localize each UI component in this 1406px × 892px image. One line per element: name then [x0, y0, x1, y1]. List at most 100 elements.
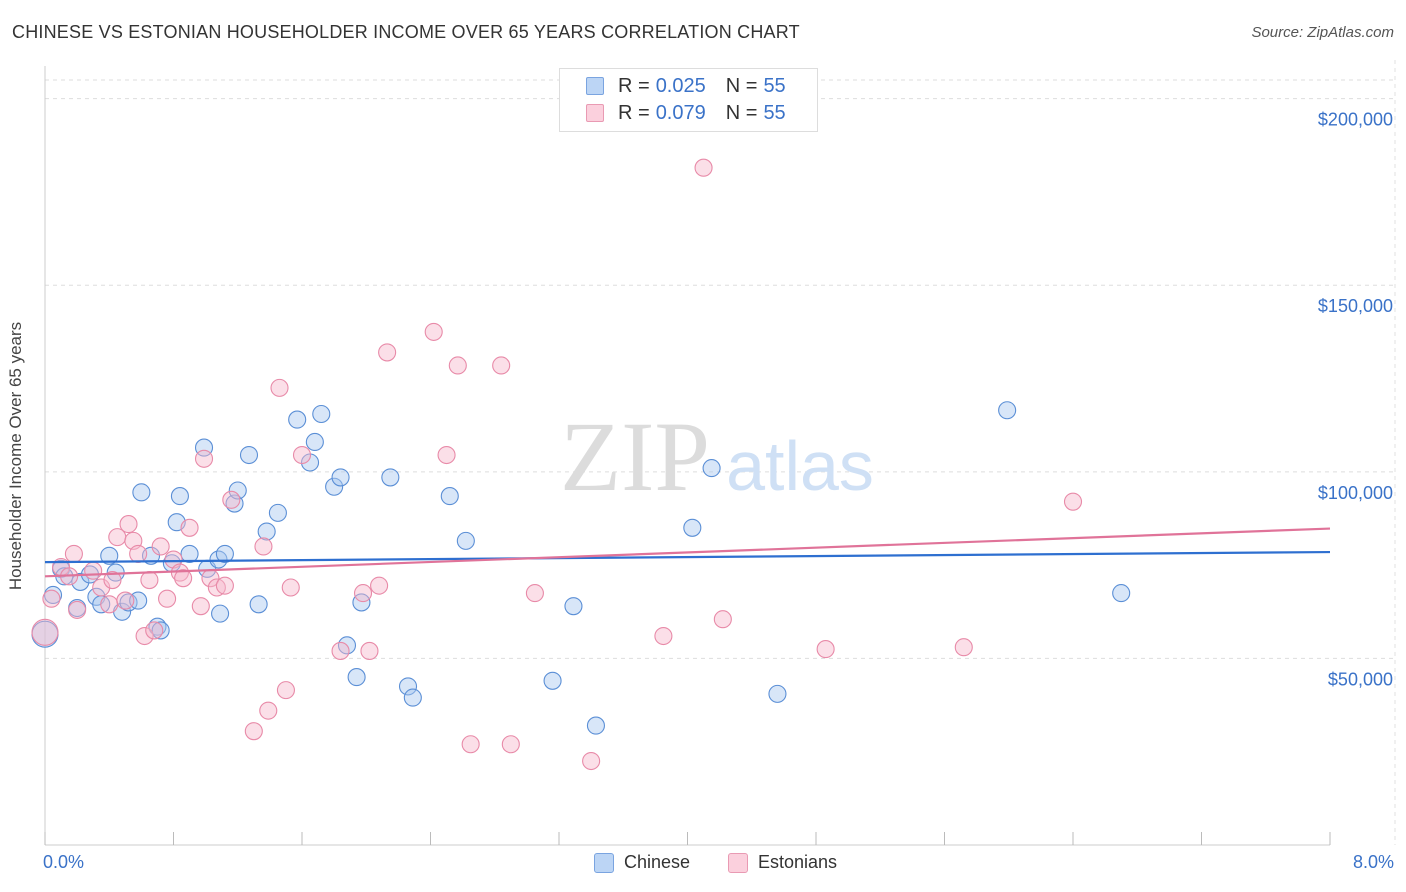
chinese-point [998, 401, 1017, 420]
legend-n-value: 55 [763, 74, 786, 97]
estonians-point [461, 735, 480, 754]
estonians-point [654, 626, 673, 646]
estonians-point [353, 584, 373, 603]
estonians-point [151, 537, 170, 556]
chinese-point [1112, 584, 1131, 603]
legend-row-chinese: R = 0.025 N = 55 [586, 74, 786, 98]
data-points [31, 158, 1131, 771]
chinese-point [268, 503, 287, 522]
y-tick-label: $50,000 [1328, 669, 1393, 689]
estonians-point [525, 584, 544, 603]
estonians-point [191, 597, 210, 616]
estonians-point [694, 158, 713, 177]
chinese-point [239, 445, 259, 465]
chinese-point [180, 544, 199, 563]
estonians-point [424, 322, 443, 341]
chinese-point [440, 487, 459, 506]
estonians-point [84, 561, 103, 580]
estonians-point [954, 638, 973, 657]
estonians-point [292, 445, 312, 465]
chinese-point [398, 677, 418, 696]
estonians-point [116, 591, 135, 610]
chinese-point [151, 621, 170, 640]
estonians-point [713, 610, 732, 629]
legend-n-label: N = [725, 74, 758, 97]
estonians-point [816, 640, 835, 659]
chinese-trend-line [44, 550, 1331, 564]
legend-label-estonians: Estonians [758, 852, 838, 872]
chinese-point [331, 468, 350, 487]
legend-r-label: R = [618, 101, 650, 124]
chinese-point [257, 522, 276, 541]
chinese-point [71, 572, 90, 591]
legend-r-value: 0.079 [655, 101, 706, 124]
legend-r-value: 0.025 [655, 74, 706, 97]
chinese-point [768, 684, 787, 703]
chinese-point [543, 671, 562, 690]
estonians-point [92, 578, 111, 597]
estonians-point [501, 735, 520, 754]
estonians-point [174, 569, 193, 588]
legend-swatch-estonians [728, 852, 748, 873]
x-axis-min-label: 0.0% [43, 852, 85, 872]
chinese-point [702, 459, 721, 478]
chinese-point [683, 518, 702, 537]
estonians-point [129, 544, 148, 563]
estonians-point [254, 537, 273, 556]
estonians-point [164, 550, 183, 569]
chinese-point [352, 593, 371, 612]
y-tick-label: $200,000 [1318, 110, 1393, 130]
axes [44, 66, 1331, 846]
chinese-point [249, 595, 268, 614]
chinese-point [312, 404, 331, 424]
x-axis-max-label: 8.0% [1352, 852, 1394, 872]
y-tick-labels: $50,000 $100,000 $150,000 $200,000 [1318, 110, 1393, 690]
legend-swatch-estonians [586, 104, 604, 122]
estonians-point [360, 641, 379, 661]
estonians-point [270, 378, 289, 397]
chinese-point [325, 477, 344, 496]
estonians-point [158, 589, 177, 608]
estonians-point [42, 589, 61, 608]
estonians-point [64, 544, 83, 563]
legend-item-chinese[interactable]: Chinese [594, 852, 690, 873]
estonians-point [370, 576, 389, 595]
estonians-point [145, 621, 164, 640]
estonians-point [582, 751, 601, 771]
legend-label-chinese: Chinese [624, 852, 691, 872]
chinese-point [170, 487, 189, 506]
legend-r-label: R = [618, 74, 650, 97]
estonians-point [259, 701, 278, 720]
chinese-point [456, 531, 475, 550]
estonians-point [215, 576, 234, 595]
estonians-point [222, 490, 241, 509]
chinese-point [381, 468, 400, 487]
legend-item-estonians[interactable]: Estonians [728, 852, 837, 873]
y-axis-label: Householder Income Over 65 years [6, 321, 25, 591]
legend-stats: R = 0.025 N = 55 R = 0.079 N = 55 [559, 68, 818, 132]
estonians-trend-line [44, 527, 1331, 578]
chinese-point [132, 483, 151, 502]
watermark: ZIP atlas [560, 401, 874, 512]
estonians-point [281, 578, 300, 597]
estonians-point [103, 570, 122, 590]
estonians-point [1063, 492, 1083, 511]
trend-lines [44, 527, 1331, 578]
chart-title: CHINESE VS ESTONIAN HOUSEHOLDER INCOME O… [12, 22, 800, 42]
estonians-point [437, 445, 456, 465]
estonians-point [180, 518, 199, 537]
source-label: Source: ZipAtlas.com [1251, 24, 1394, 41]
estonians-point [119, 515, 138, 534]
chinese-point [347, 668, 366, 687]
y-tick-label: $150,000 [1318, 296, 1393, 316]
chinese-point [215, 544, 234, 563]
chinese-point [100, 546, 119, 565]
chinese-point [403, 688, 422, 707]
legend-row-estonians: R = 0.079 N = 55 [586, 101, 786, 125]
estonians-point [244, 722, 263, 741]
chinese-point [586, 716, 605, 735]
watermark-zip: ZIP [560, 401, 710, 512]
chinese-point [564, 597, 583, 616]
y-tick-label: $100,000 [1318, 483, 1393, 503]
